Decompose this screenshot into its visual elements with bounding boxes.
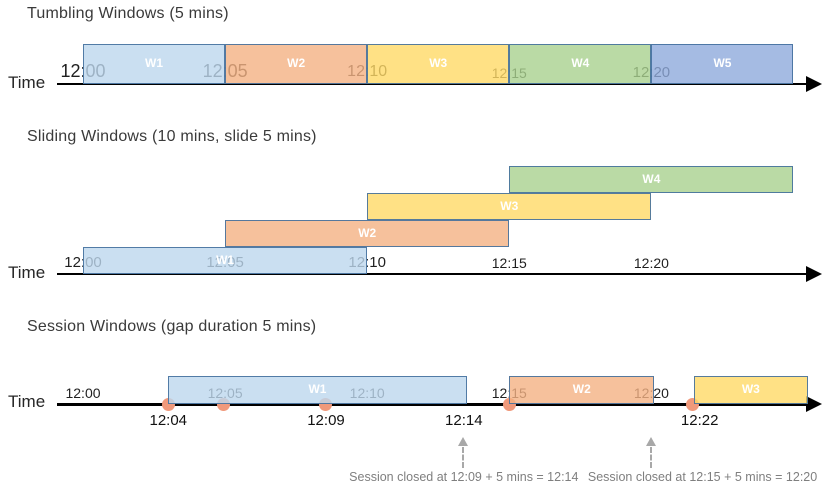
- window-bar-w4: W4: [509, 44, 652, 84]
- time-axis-line: [57, 83, 809, 85]
- axis-arrowhead-icon: [806, 76, 822, 92]
- dashed-arrow-icon: [457, 437, 468, 468]
- axis-arrowhead-icon: [806, 266, 822, 282]
- tick-label: 12:20: [633, 255, 669, 271]
- event-time-label: 12:04: [149, 412, 188, 429]
- window-label: W3: [429, 56, 448, 70]
- tick-label: 12:00: [65, 385, 101, 401]
- window-bar-w2: W2: [509, 376, 655, 404]
- time-axis-label-tumbling: Time: [8, 73, 46, 92]
- tick-label: 12:15: [491, 255, 527, 271]
- arrow-stem: [461, 447, 464, 468]
- section-title-tumbling: Tumbling Windows (5 mins): [27, 5, 229, 22]
- dashed-arrow-icon: [646, 437, 657, 468]
- window-bar-w1: W1: [168, 376, 467, 404]
- window-label: W4: [642, 172, 661, 186]
- window-bar-w1: W1: [83, 247, 368, 274]
- window-bar-w4: W4: [509, 166, 794, 193]
- window-bar-w2: W2: [225, 44, 368, 84]
- time-axis-label-session: Time: [8, 392, 46, 411]
- window-label: W5: [713, 56, 732, 70]
- window-label: W3: [741, 382, 760, 396]
- arrow-head-icon: [457, 437, 468, 446]
- window-bar-w1: W1: [83, 44, 226, 84]
- window-label: W1: [216, 253, 235, 267]
- window-bar-w3: W3: [367, 44, 510, 84]
- section-title-sliding: Sliding Windows (10 mins, slide 5 mins): [27, 128, 317, 145]
- time-axis-line: [57, 402, 809, 406]
- section-title-session: Session Windows (gap duration 5 mins): [27, 318, 317, 335]
- window-bar-w2: W2: [225, 220, 510, 247]
- window-bar-w3: W3: [367, 193, 652, 220]
- window-label: W1: [308, 382, 327, 396]
- window-bar-w5: W5: [651, 44, 794, 84]
- axis-arrowhead-icon: [806, 396, 822, 412]
- event-time-label: 12:09: [307, 412, 345, 429]
- window-label: W2: [572, 382, 591, 396]
- time-axis-line: [57, 273, 809, 275]
- arrow-head-icon: [646, 437, 657, 446]
- time-axis-label-sliding: Time: [8, 263, 46, 282]
- event-time-label: 12:22: [680, 412, 719, 429]
- event-time-label: 12:14: [445, 412, 483, 429]
- session-callout-text: Session closed at 12:15 + 5 mins = 12:20: [587, 470, 818, 484]
- window-bar-w3: W3: [694, 376, 808, 404]
- arrow-stem: [650, 447, 653, 468]
- window-label: W3: [500, 199, 519, 213]
- window-label: W2: [358, 226, 377, 240]
- window-label: W2: [287, 56, 306, 70]
- window-label: W1: [145, 56, 164, 70]
- window-label: W4: [571, 56, 590, 70]
- session-callout-text: Session closed at 12:09 + 5 mins = 12:14: [349, 470, 579, 484]
